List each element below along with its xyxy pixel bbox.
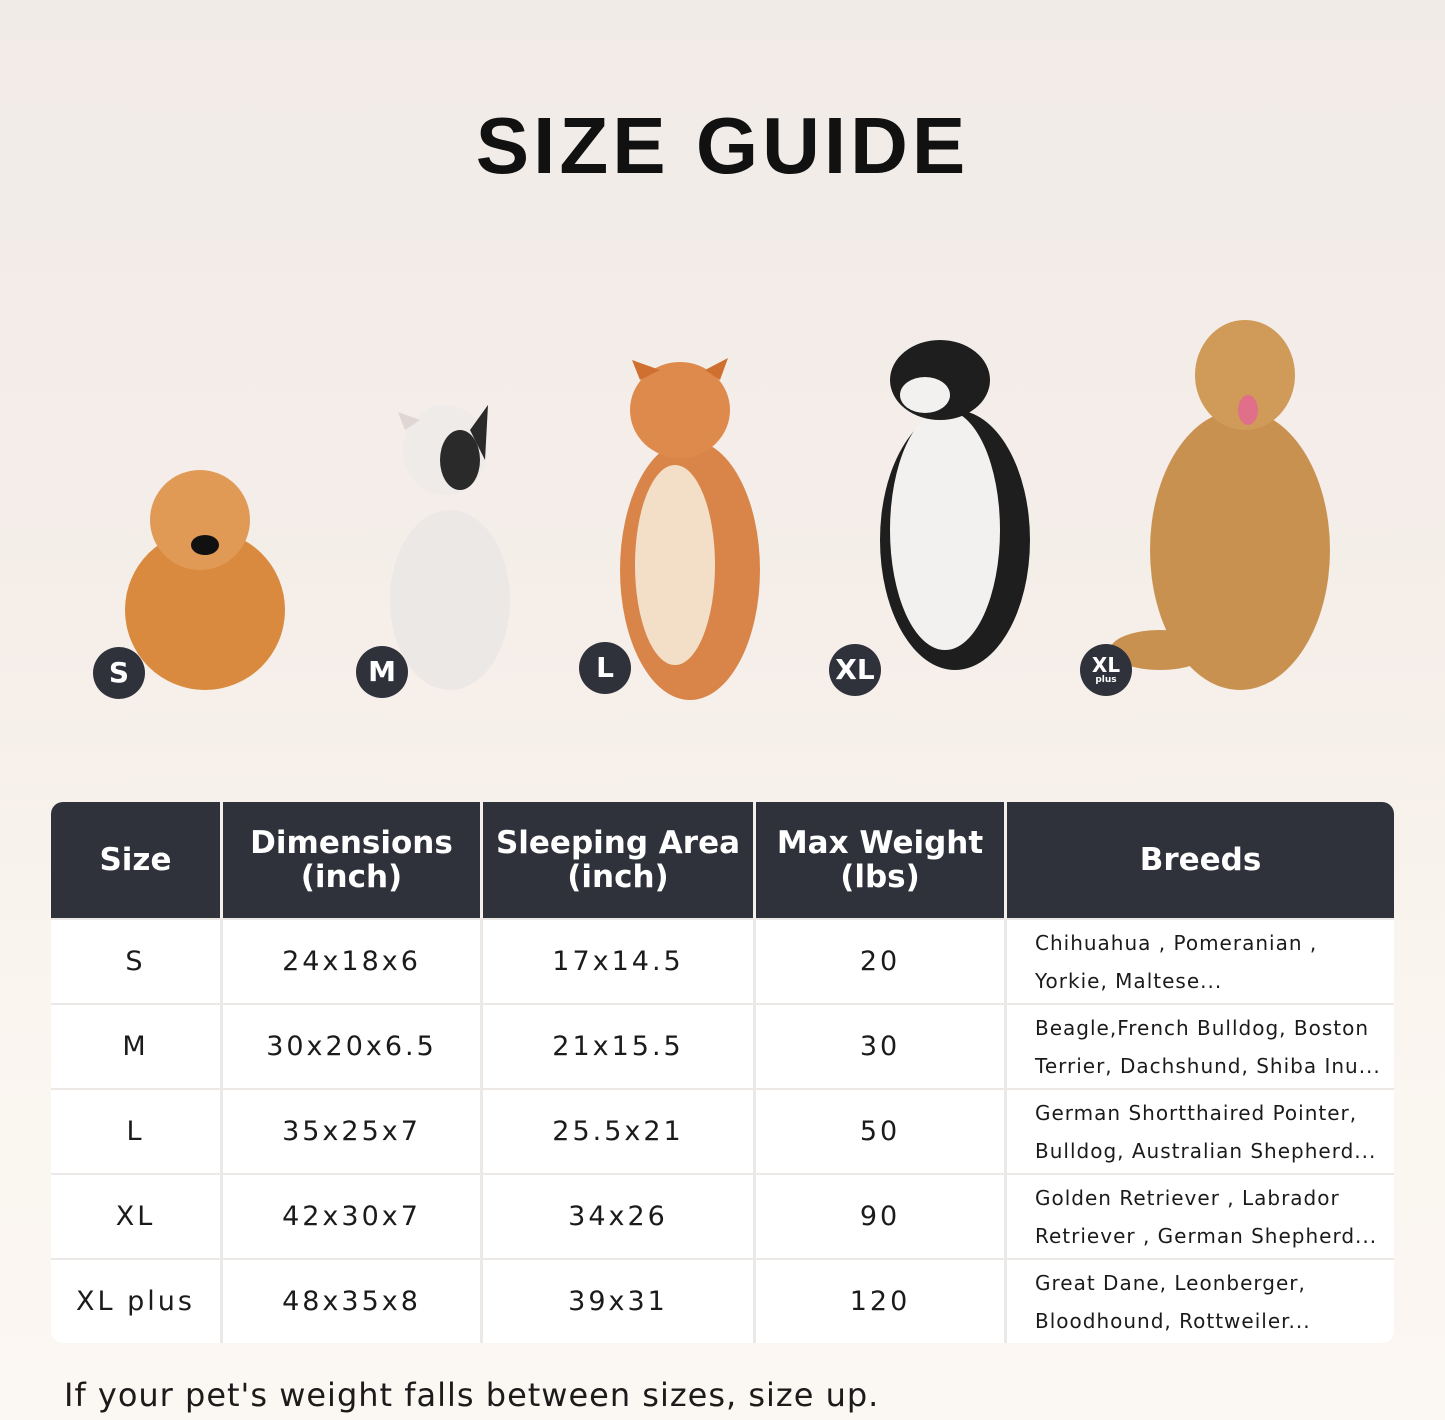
size-badge-s: S [93, 647, 145, 699]
table-row: XL plus 48x35x8 39x31 120 Great Dane, Leonbe… [51, 1258, 1394, 1343]
cell-breeds: German Shortthaired Pointer, Bulldog, Aus… [1007, 1088, 1394, 1173]
size-table: Size Dimensions (inch) Sleeping Area (inch… [51, 802, 1394, 1343]
header-sleeping-area: Sleeping Area (inch) [483, 802, 756, 918]
table-header-row: Size Dimensions (inch) Sleeping Area (inch… [51, 802, 1394, 918]
breed-line: Bloodhound, Rottweiler... [1035, 1308, 1311, 1333]
cell-dimensions: 48x35x8 [223, 1258, 483, 1343]
badge-sub-label: plus [1095, 675, 1117, 685]
size-badge-m: M [356, 646, 408, 698]
size-up-note: If your pet's weight falls between sizes… [64, 1376, 880, 1414]
badge-label: XL [835, 653, 875, 686]
cell-max-weight: 20 [756, 918, 1007, 1003]
cell-dimensions: 35x25x7 [223, 1088, 483, 1173]
golden-retriever-image [1110, 320, 1330, 690]
shiba-inu-image [620, 358, 760, 700]
breed-line: Retriever , German Shepherd... [1035, 1223, 1378, 1248]
breed-line: Great Dane, Leonberger, [1035, 1270, 1306, 1295]
cell-breeds: Golden Retriever , Labrador Retriever , G… [1007, 1173, 1394, 1258]
cell-breeds: Chihuahua , Pomeranian , Yorkie, Maltese.… [1007, 918, 1394, 1003]
cell-breeds: Beagle,French Bulldog, Boston Terrier, Da… [1007, 1003, 1394, 1088]
dogs-illustration [125, 320, 1330, 700]
cell-sleeping-area: 34x26 [483, 1173, 756, 1258]
cell-max-weight: 90 [756, 1173, 1007, 1258]
cell-max-weight: 50 [756, 1088, 1007, 1173]
pomeranian-image [125, 470, 285, 690]
badge-label: M [368, 655, 396, 688]
cell-size: XL [51, 1173, 223, 1258]
cell-sleeping-area: 21x15.5 [483, 1003, 756, 1088]
cell-size: M [51, 1003, 223, 1088]
size-badge-l: L [579, 642, 631, 694]
breed-line: Bulldog, Australian Shepherd... [1035, 1138, 1377, 1163]
badge-label: XL [1091, 653, 1121, 677]
header-breeds: Breeds [1007, 802, 1394, 918]
cell-max-weight: 120 [756, 1258, 1007, 1343]
breed-line: German Shortthaired Pointer, [1035, 1100, 1358, 1125]
cell-size: S [51, 918, 223, 1003]
breed-line: Terrier, Dachshund, Shiba Inu... [1035, 1053, 1381, 1078]
breed-line: Beagle,French Bulldog, Boston [1035, 1015, 1370, 1040]
table-row: XL 42x30x7 34x26 90 Golden Retriever , Labra… [51, 1173, 1394, 1258]
cell-max-weight: 30 [756, 1003, 1007, 1088]
badge-label: S [108, 656, 130, 689]
breed-line: Chihuahua , Pomeranian , [1035, 930, 1318, 955]
cell-sleeping-area: 39x31 [483, 1258, 756, 1343]
page-title: SIZE GUIDE [475, 101, 970, 190]
breed-line: Yorkie, Maltese... [1035, 968, 1223, 993]
header-dimensions: Dimensions (inch) [223, 802, 483, 918]
table-row: M 30x20x6.5 21x15.5 30 Beagle,French Bulldog… [51, 1003, 1394, 1088]
cell-dimensions: 42x30x7 [223, 1173, 483, 1258]
cell-size: XL plus [51, 1258, 223, 1343]
cell-sleeping-area: 17x14.5 [483, 918, 756, 1003]
size-badge-xl-plus: XL plus [1080, 644, 1132, 696]
border-collie-image [880, 340, 1030, 670]
header-max-weight: Max Weight (lbs) [756, 802, 1007, 918]
badge-label: L [596, 651, 614, 684]
french-bulldog-image [390, 405, 510, 690]
cell-sleeping-area: 25.5x21 [483, 1088, 756, 1173]
header-size: Size [51, 802, 223, 918]
table-row: L 35x25x7 25.5x21 50 German Shortthaired Poi… [51, 1088, 1394, 1173]
cell-breeds: Great Dane, Leonberger, Bloodhound, Rottw… [1007, 1258, 1394, 1343]
size-badge-xl: XL [829, 644, 881, 696]
table-row: S 24x18x6 17x14.5 20 Chihuahua , Pomeranian … [51, 918, 1394, 1003]
cell-size: L [51, 1088, 223, 1173]
cell-dimensions: 24x18x6 [223, 918, 483, 1003]
breed-line: Golden Retriever , Labrador [1035, 1185, 1340, 1210]
cell-dimensions: 30x20x6.5 [223, 1003, 483, 1088]
